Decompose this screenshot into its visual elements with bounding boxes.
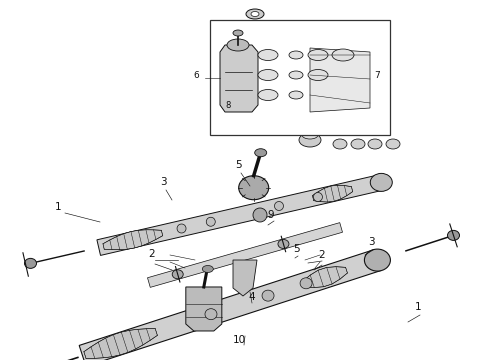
Ellipse shape bbox=[333, 139, 347, 149]
Ellipse shape bbox=[239, 176, 269, 200]
Text: 8: 8 bbox=[225, 101, 230, 110]
Text: 2: 2 bbox=[318, 250, 325, 260]
Text: 3: 3 bbox=[160, 177, 167, 187]
Bar bbox=[210, 20, 390, 135]
Ellipse shape bbox=[447, 230, 460, 240]
Text: 1: 1 bbox=[415, 302, 421, 312]
Ellipse shape bbox=[351, 139, 365, 149]
Ellipse shape bbox=[177, 224, 186, 233]
Ellipse shape bbox=[289, 71, 303, 79]
Ellipse shape bbox=[302, 131, 318, 139]
Polygon shape bbox=[147, 222, 343, 287]
Polygon shape bbox=[233, 260, 257, 296]
Ellipse shape bbox=[227, 39, 249, 51]
Ellipse shape bbox=[258, 69, 278, 81]
Ellipse shape bbox=[299, 133, 321, 147]
Ellipse shape bbox=[368, 139, 382, 149]
Ellipse shape bbox=[24, 258, 37, 268]
Text: 5: 5 bbox=[235, 160, 242, 170]
Ellipse shape bbox=[233, 30, 243, 36]
Ellipse shape bbox=[251, 12, 259, 17]
Polygon shape bbox=[313, 185, 353, 202]
Ellipse shape bbox=[365, 249, 391, 271]
Ellipse shape bbox=[206, 217, 215, 226]
Polygon shape bbox=[220, 45, 258, 112]
Polygon shape bbox=[303, 267, 347, 288]
Ellipse shape bbox=[258, 90, 278, 100]
Text: 1: 1 bbox=[55, 202, 62, 212]
Polygon shape bbox=[186, 287, 222, 331]
Text: 9: 9 bbox=[267, 210, 273, 220]
Ellipse shape bbox=[289, 91, 303, 99]
Text: 10: 10 bbox=[233, 335, 246, 345]
Text: 7: 7 bbox=[374, 71, 380, 80]
Ellipse shape bbox=[386, 139, 400, 149]
Text: 6: 6 bbox=[193, 71, 199, 80]
Ellipse shape bbox=[246, 9, 264, 19]
Ellipse shape bbox=[172, 270, 183, 279]
Ellipse shape bbox=[278, 239, 289, 248]
Ellipse shape bbox=[308, 69, 328, 81]
Ellipse shape bbox=[262, 290, 274, 301]
Text: 4: 4 bbox=[248, 292, 255, 302]
Ellipse shape bbox=[300, 278, 312, 289]
Polygon shape bbox=[84, 329, 157, 359]
Ellipse shape bbox=[202, 265, 213, 273]
Ellipse shape bbox=[289, 51, 303, 59]
Text: 5: 5 bbox=[293, 244, 299, 254]
Ellipse shape bbox=[253, 208, 267, 222]
Ellipse shape bbox=[205, 309, 217, 320]
Ellipse shape bbox=[255, 149, 267, 157]
Polygon shape bbox=[97, 175, 383, 255]
Polygon shape bbox=[103, 230, 163, 250]
Ellipse shape bbox=[332, 49, 354, 61]
Polygon shape bbox=[79, 249, 381, 360]
Ellipse shape bbox=[274, 202, 284, 211]
Polygon shape bbox=[310, 48, 370, 112]
Ellipse shape bbox=[258, 49, 278, 60]
Text: 3: 3 bbox=[368, 237, 375, 247]
Ellipse shape bbox=[314, 193, 322, 202]
Text: 2: 2 bbox=[148, 249, 155, 259]
Ellipse shape bbox=[370, 174, 392, 192]
Ellipse shape bbox=[308, 49, 328, 60]
